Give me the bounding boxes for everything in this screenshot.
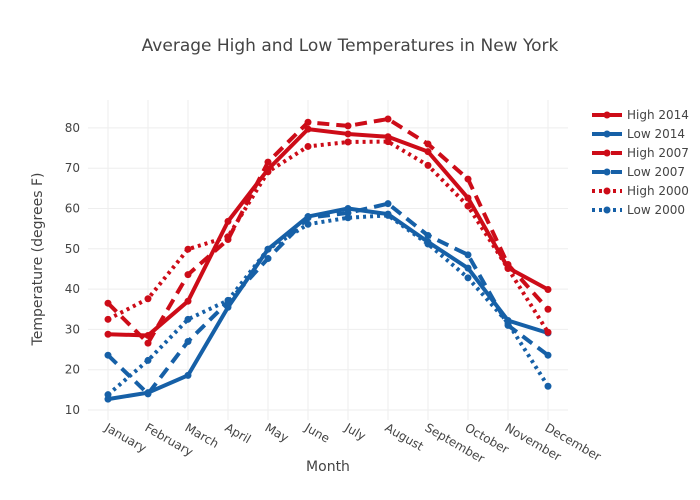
data-point[interactable] bbox=[184, 337, 192, 345]
legend-item[interactable]: Low 2007 bbox=[592, 165, 685, 179]
data-point[interactable] bbox=[464, 194, 472, 202]
data-point[interactable] bbox=[384, 133, 392, 141]
data-point[interactable] bbox=[344, 122, 352, 130]
data-point[interactable] bbox=[264, 168, 272, 176]
data-point[interactable] bbox=[384, 211, 392, 219]
data-point[interactable] bbox=[264, 245, 272, 253]
data-point[interactable] bbox=[504, 265, 512, 273]
data-point[interactable] bbox=[104, 330, 112, 338]
data-point[interactable] bbox=[144, 390, 152, 398]
data-point[interactable] bbox=[424, 148, 432, 156]
data-point[interactable] bbox=[424, 232, 432, 240]
data-point[interactable] bbox=[264, 158, 272, 166]
legend-item[interactable]: High 2000 bbox=[592, 184, 689, 198]
data-point[interactable] bbox=[224, 233, 232, 241]
data-point[interactable] bbox=[184, 315, 192, 323]
legend-label: Low 2000 bbox=[627, 203, 685, 217]
y-tick-label: 20 bbox=[65, 363, 80, 377]
data-point[interactable] bbox=[464, 175, 472, 183]
data-point[interactable] bbox=[344, 214, 352, 222]
y-tick-label: 70 bbox=[65, 161, 80, 175]
legend-item[interactable]: Low 2000 bbox=[592, 203, 685, 217]
data-point[interactable] bbox=[544, 286, 552, 294]
y-tick-label: 60 bbox=[65, 202, 80, 216]
data-point[interactable] bbox=[344, 130, 352, 138]
legend-item[interactable]: Low 2014 bbox=[592, 127, 685, 141]
data-point[interactable] bbox=[104, 351, 112, 359]
legend-label: Low 2007 bbox=[627, 165, 685, 179]
series-layer bbox=[104, 115, 552, 403]
series-high-2000 bbox=[104, 138, 552, 336]
legend-item[interactable]: High 2014 bbox=[592, 108, 689, 122]
data-point[interactable] bbox=[464, 251, 472, 259]
y-axis-title: Temperature (degrees F) bbox=[30, 173, 46, 347]
y-tick-label: 80 bbox=[65, 121, 80, 135]
data-point[interactable] bbox=[344, 138, 352, 146]
legend-marker bbox=[603, 130, 611, 138]
series-line bbox=[106, 213, 550, 397]
data-point[interactable] bbox=[544, 305, 552, 313]
y-tick-label: 10 bbox=[65, 403, 80, 417]
legend-item[interactable]: High 2007 bbox=[592, 146, 689, 160]
data-point[interactable] bbox=[464, 274, 472, 282]
data-point[interactable] bbox=[304, 214, 312, 222]
data-point[interactable] bbox=[384, 200, 392, 208]
legend-marker bbox=[603, 149, 611, 157]
legend: High 2014 Low 2014 High 2007 Low 2007 High 2… bbox=[592, 108, 689, 217]
data-point[interactable] bbox=[424, 161, 432, 169]
series-line bbox=[106, 201, 550, 396]
data-point[interactable] bbox=[144, 339, 152, 347]
legend-label: Low 2014 bbox=[627, 127, 685, 141]
data-point[interactable] bbox=[304, 125, 312, 133]
legend-marker bbox=[603, 168, 611, 176]
data-point[interactable] bbox=[184, 271, 192, 279]
legend-marker bbox=[603, 187, 611, 195]
series-line bbox=[107, 206, 549, 402]
legend-label: High 2007 bbox=[627, 146, 689, 160]
data-point[interactable] bbox=[184, 371, 192, 379]
data-point[interactable] bbox=[384, 115, 392, 123]
data-point[interactable] bbox=[224, 296, 232, 304]
data-point[interactable] bbox=[304, 142, 312, 150]
series-line bbox=[106, 117, 550, 346]
data-point[interactable] bbox=[344, 209, 352, 217]
legend-marker bbox=[603, 111, 611, 119]
data-point[interactable] bbox=[544, 351, 552, 359]
data-point[interactable] bbox=[224, 217, 232, 225]
data-point[interactable] bbox=[464, 202, 472, 210]
data-point[interactable] bbox=[424, 140, 432, 148]
y-tick-label: 50 bbox=[65, 242, 80, 256]
legend-label: High 2014 bbox=[627, 108, 689, 122]
data-point[interactable] bbox=[264, 254, 272, 262]
series-line bbox=[107, 139, 550, 334]
data-point[interactable] bbox=[544, 328, 552, 336]
series-line bbox=[107, 127, 549, 338]
legend-marker bbox=[603, 206, 611, 214]
legend-label: High 2000 bbox=[627, 184, 689, 198]
data-point[interactable] bbox=[424, 240, 432, 248]
y-axis-ticks: 10 20 30 40 50 60 70 80 bbox=[65, 121, 80, 417]
data-point[interactable] bbox=[504, 319, 512, 327]
data-point[interactable] bbox=[544, 382, 552, 390]
data-point[interactable] bbox=[384, 138, 392, 146]
data-point[interactable] bbox=[304, 220, 312, 228]
y-tick-label: 40 bbox=[65, 282, 80, 296]
x-axis-title: Month bbox=[306, 459, 350, 475]
data-point[interactable] bbox=[144, 356, 152, 364]
data-point[interactable] bbox=[104, 315, 112, 323]
data-point[interactable] bbox=[144, 295, 152, 303]
y-tick-label: 30 bbox=[65, 322, 80, 336]
data-point[interactable] bbox=[184, 245, 192, 253]
data-point[interactable] bbox=[184, 297, 192, 305]
data-point[interactable] bbox=[464, 264, 472, 272]
series-low-2000 bbox=[104, 211, 552, 399]
chart-title: Average High and Low Temperatures in New… bbox=[142, 36, 559, 56]
data-point[interactable] bbox=[304, 118, 312, 126]
data-point[interactable] bbox=[104, 299, 112, 307]
data-point[interactable] bbox=[104, 391, 112, 399]
